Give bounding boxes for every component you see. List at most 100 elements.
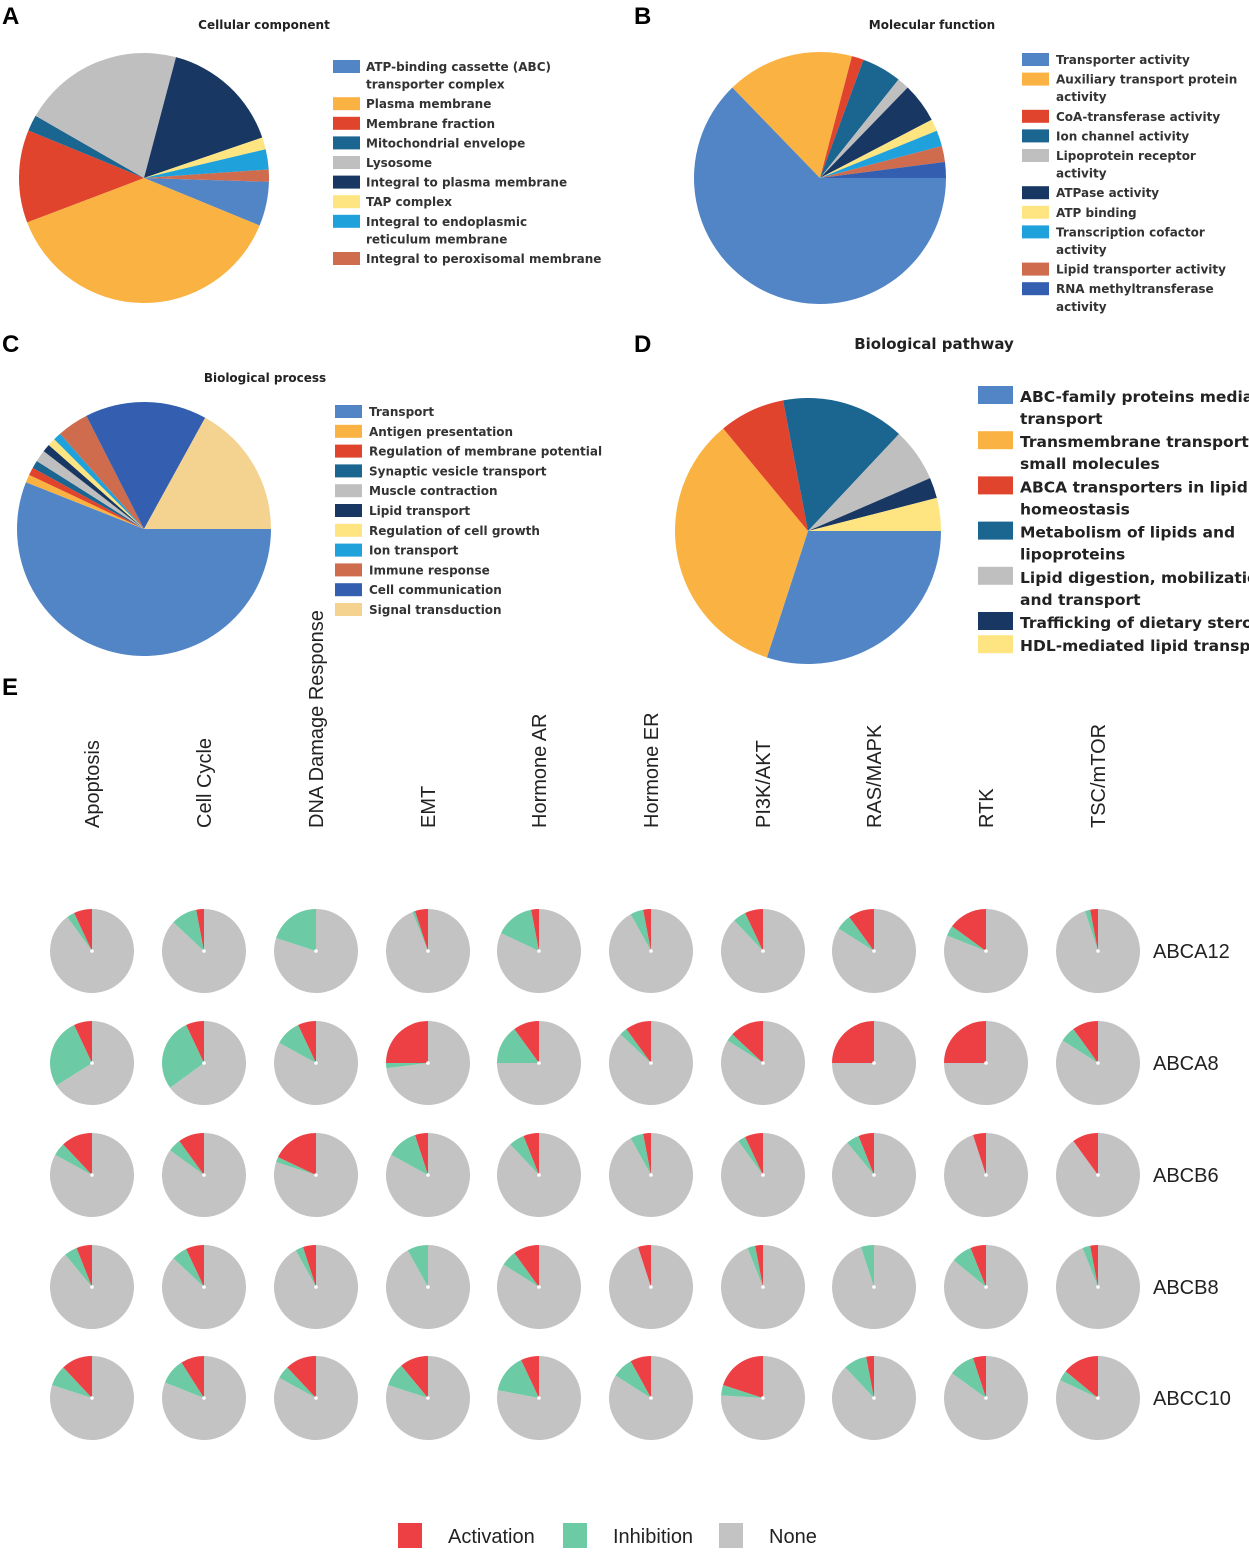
legend-swatch <box>335 405 362 418</box>
inhibition-slice <box>847 1135 874 1175</box>
inhibition-slice <box>501 909 539 951</box>
activation-slice <box>1073 1133 1098 1175</box>
legend-label: Regulation of cell growth <box>369 524 540 538</box>
activation-slice <box>186 1021 204 1063</box>
legend-swatch <box>333 97 360 111</box>
legend-c-item-regulation-of-cell-growth: Regulation of cell growth <box>335 523 540 538</box>
center-dot <box>1096 1285 1100 1289</box>
pie-b-slice-auxiliary-transport-protein-activity <box>732 51 852 178</box>
legend-label: Transmembrane transport of small molecule… <box>1020 433 1249 473</box>
legend-swatch <box>333 116 360 130</box>
activation-slice <box>626 1021 651 1063</box>
pie-c <box>16 401 271 657</box>
mini-pie-abcb8-rtk <box>944 1245 1029 1330</box>
legend-c-item-ion-transport: Ion transport <box>335 543 459 558</box>
pie-c-slice-antigen-presentation <box>25 474 145 529</box>
pie-d <box>674 398 941 664</box>
pie-d-title: Biological pathway <box>854 335 1014 353</box>
legend-swatch <box>335 603 362 616</box>
panel-letter-a: A <box>2 3 19 30</box>
pie-a-slice-integral-to-peroxisomal-membrane <box>144 169 269 182</box>
row-label-abcb6: ABCB6 <box>1153 1165 1219 1187</box>
legend-swatch <box>1022 225 1049 239</box>
center-dot <box>984 1173 988 1177</box>
inhibition-slice <box>50 1025 92 1086</box>
legend-label: Transporter activity <box>1056 53 1190 67</box>
inhibition-slice <box>727 1034 763 1063</box>
legend-label: Auxiliary transport protein activity <box>1056 73 1237 105</box>
activation-slice <box>745 909 763 951</box>
center-dot <box>1096 949 1100 953</box>
center-dot <box>202 1173 206 1177</box>
legend-label: Activation <box>448 1526 535 1548</box>
activation-slice <box>63 1133 92 1175</box>
column-label-dna-damage-response: DNA Damage Response <box>306 610 328 828</box>
legend-swatch <box>719 1523 743 1548</box>
activation-slice <box>970 1245 986 1287</box>
mini-pie-abca8-tsc-mtor <box>1056 1021 1141 1106</box>
legend-b-item-transporter-activity: Transporter activity <box>1022 53 1190 67</box>
center-dot <box>314 1396 318 1400</box>
mini-pie-abca8-emt <box>386 1021 470 1105</box>
activation-slice <box>415 909 428 951</box>
legend-e-item-inhibition: Inhibition <box>563 1523 693 1548</box>
legend-c-item-regulation-of-membrane-potential: Regulation of membrane potential <box>335 444 602 459</box>
panel-letter-d: D <box>634 331 651 358</box>
legend-c: Transport Antigen presentation Regulation … <box>335 405 602 617</box>
legend-c-item-transport: Transport <box>335 405 434 419</box>
pie-c-title: Biological process <box>204 371 326 385</box>
center-dot <box>314 1173 318 1177</box>
center-dot <box>314 1061 318 1065</box>
inhibition-slice <box>386 1063 428 1069</box>
column-label-hormone-ar: Hormone AR <box>529 714 551 829</box>
mini-pie-abca12-hormone-er <box>609 908 694 994</box>
inhibition-slice <box>747 1245 763 1287</box>
legend-label: Synaptic vesicle transport <box>369 464 547 478</box>
row-label-abcb8: ABCB8 <box>1153 1277 1219 1299</box>
legend-a-item-atp-binding-cassette-abc-transporter-complex: ATP-binding cassette (ABC) transporter co… <box>333 60 551 92</box>
mini-pie-abca12-dna-damage-response <box>274 909 359 994</box>
mini-pie-abca12-tsc-mtor <box>1056 908 1141 993</box>
inhibition-slice <box>1085 909 1098 951</box>
center-dot <box>90 1396 94 1400</box>
legend-label: Lipid digestion, mobilization,and transp… <box>1020 569 1249 609</box>
legend-e-item-none: None <box>719 1523 817 1548</box>
mini-pie-abcb6-cell-cycle <box>161 1133 246 1217</box>
mini-pie-abcc10-pi3k-akt <box>720 1356 805 1440</box>
legend-c-item-immune-response: Immune response <box>335 563 490 577</box>
legend-swatch <box>335 523 362 537</box>
mini-pie-abca12-emt <box>386 909 471 993</box>
legend-b-item-atpase-activity: ATPase activity <box>1022 186 1159 200</box>
activation-slice <box>849 909 874 951</box>
legend-label: Lipid transport <box>369 504 470 518</box>
mini-pie-abca12-pi3k-akt <box>720 909 805 993</box>
none-slice <box>56 1021 135 1105</box>
center-dot <box>537 1061 541 1065</box>
mini-pie-abca8-hormone-ar <box>497 1021 581 1105</box>
mini-pie-abcb6-apoptosis <box>50 1133 135 1218</box>
legend-label: Inhibition <box>613 1526 693 1548</box>
mini-pie-abca8-cell-cycle <box>161 1021 246 1105</box>
legend-b-item-lipoprotein-receptor-activity: Lipoprotein receptor activity <box>1022 149 1196 181</box>
panel-letter-c: C <box>2 331 19 358</box>
legend-a: ATP-binding cassette (ABC) transporter co… <box>333 60 601 266</box>
inhibition-slice <box>721 1385 763 1398</box>
legend-label: Integral to endoplasmic reticulum membran… <box>366 215 527 247</box>
inhibition-slice <box>738 1137 763 1175</box>
mini-pie-abca8-rtk <box>944 1021 1028 1105</box>
mini-pie-abcc10-hormone-ar <box>496 1356 581 1440</box>
legend-e-item-activation: Activation <box>398 1523 535 1548</box>
center-dot <box>872 1061 876 1065</box>
inhibition-slice <box>503 1253 539 1287</box>
inhibition-slice <box>1060 1371 1098 1398</box>
mini-pie-abcb8-dna-damage-response <box>274 1245 359 1330</box>
inhibition-slice <box>952 1358 986 1398</box>
center-dot <box>90 949 94 953</box>
inhibition-slice <box>845 1356 874 1398</box>
activation-slice <box>287 1356 316 1398</box>
mini-pie-abcc10-hormone-er <box>609 1356 694 1440</box>
legend-swatch <box>333 195 360 209</box>
legend-label: Lysosome <box>366 156 432 170</box>
pie-d-slice-abca-transporters-in-lipid-homeostasis <box>723 400 808 531</box>
legend-swatch <box>1022 129 1049 143</box>
